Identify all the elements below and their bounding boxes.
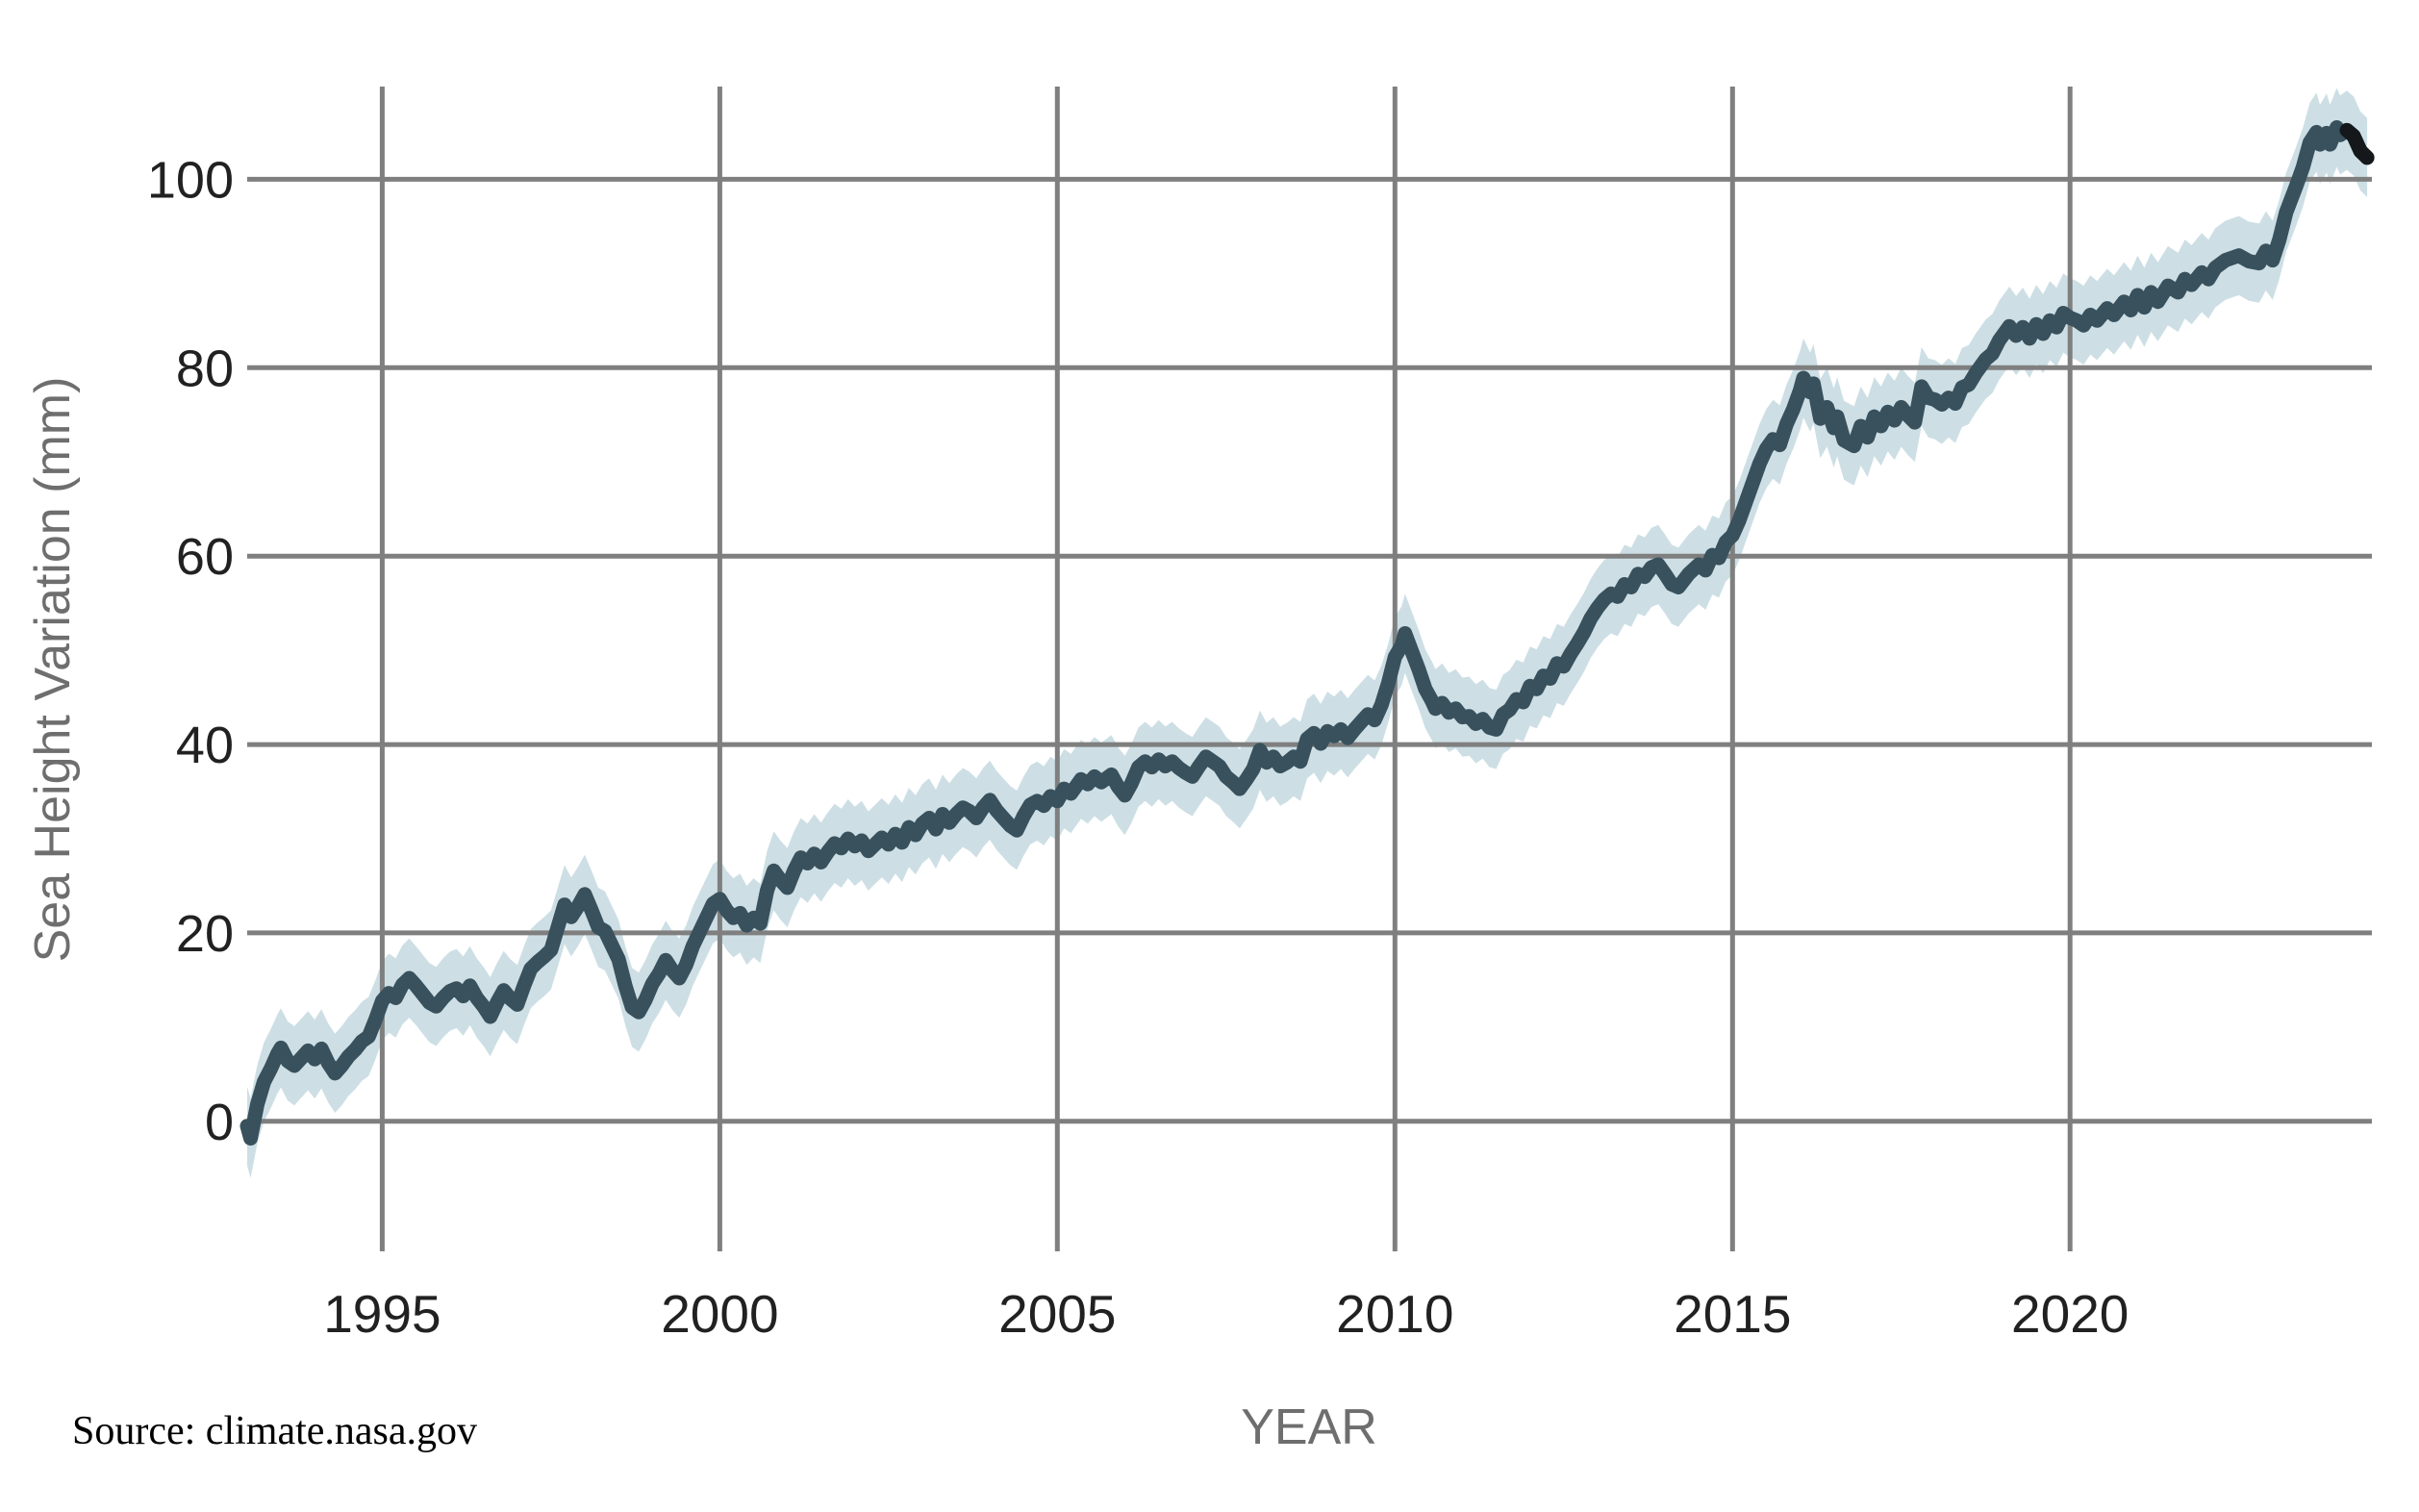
x-axis-title: YEAR xyxy=(1241,1399,1377,1455)
x-tick-label: 2015 xyxy=(1674,1284,1791,1344)
y-tick-label: 100 xyxy=(147,151,234,209)
y-tick-label: 80 xyxy=(176,340,234,397)
y-tick-label: 0 xyxy=(205,1094,234,1151)
confidence-band xyxy=(247,88,2368,1178)
sea-level-line xyxy=(239,120,2375,1146)
x-tick-label: 2000 xyxy=(661,1284,778,1344)
source-caption: Source: climate.nasa.gov xyxy=(72,1409,478,1453)
x-tick-label: 1995 xyxy=(323,1284,441,1344)
x-tick-label: 2020 xyxy=(2011,1284,2129,1344)
y-tick-label: 60 xyxy=(176,528,234,586)
x-tick-label: 2010 xyxy=(1336,1284,1453,1344)
y-tick-label: 40 xyxy=(176,717,234,774)
y-axis-title: Sea Height Variation (mm) xyxy=(25,376,81,963)
y-tick-label: 20 xyxy=(176,905,234,963)
line-end-segment xyxy=(2339,122,2375,165)
x-tick-label: 2005 xyxy=(998,1284,1116,1344)
